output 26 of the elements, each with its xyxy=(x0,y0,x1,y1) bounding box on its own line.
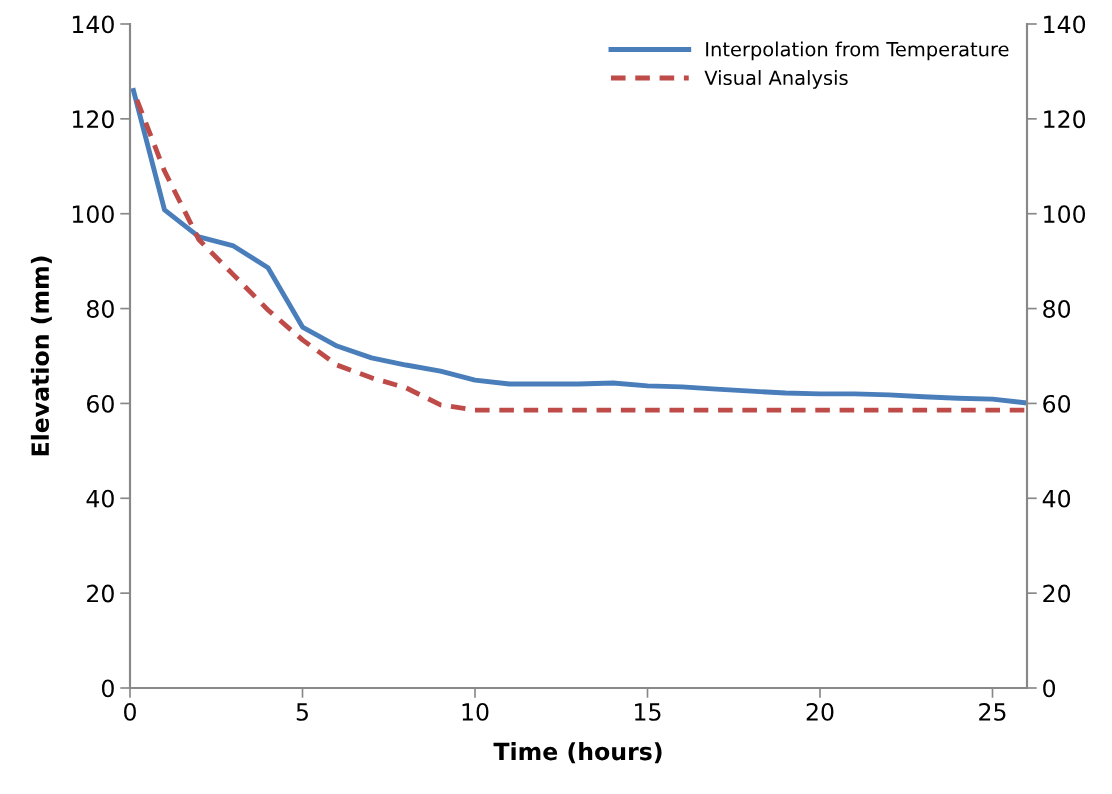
y2-tick-label: 60 xyxy=(1043,394,1071,413)
x-tick-label: 0 xyxy=(124,703,136,721)
x-tick-label: 15 xyxy=(635,703,661,721)
y-tick-label: 40 xyxy=(86,489,114,508)
y2-tick-label: 20 xyxy=(1043,584,1071,603)
y2-tick-label: 120 xyxy=(1044,110,1086,129)
y2-tick-label: 40 xyxy=(1042,489,1071,508)
y2-tick-label: 80 xyxy=(1043,300,1071,318)
y-tick-label: 0 xyxy=(101,679,114,698)
x-tick-label: 25 xyxy=(979,703,1006,721)
y2-tick-label: 0 xyxy=(1043,679,1056,698)
y-tick-label: 60 xyxy=(87,394,114,413)
y-axis-title: Elevation (mm) xyxy=(30,256,52,456)
y-tick-label: 140 xyxy=(72,15,114,34)
y2-tick-label: 140 xyxy=(1044,15,1086,34)
y-tick-label: 80 xyxy=(86,300,114,318)
y2-tick-label: 100 xyxy=(1044,205,1086,224)
x-axis-title: Time (hours) xyxy=(493,742,662,764)
y-tick-label: 100 xyxy=(72,205,114,224)
y-tick-label: 120 xyxy=(72,110,114,129)
x-tick-label: 20 xyxy=(806,703,834,721)
y-tick-label: 20 xyxy=(87,584,114,603)
x-tick-label: 5 xyxy=(296,703,308,721)
legend-label: Interpolation from Temperature xyxy=(706,41,1009,61)
x-tick-label: 10 xyxy=(462,703,489,721)
legend-label: Visual Analysis xyxy=(704,70,848,89)
